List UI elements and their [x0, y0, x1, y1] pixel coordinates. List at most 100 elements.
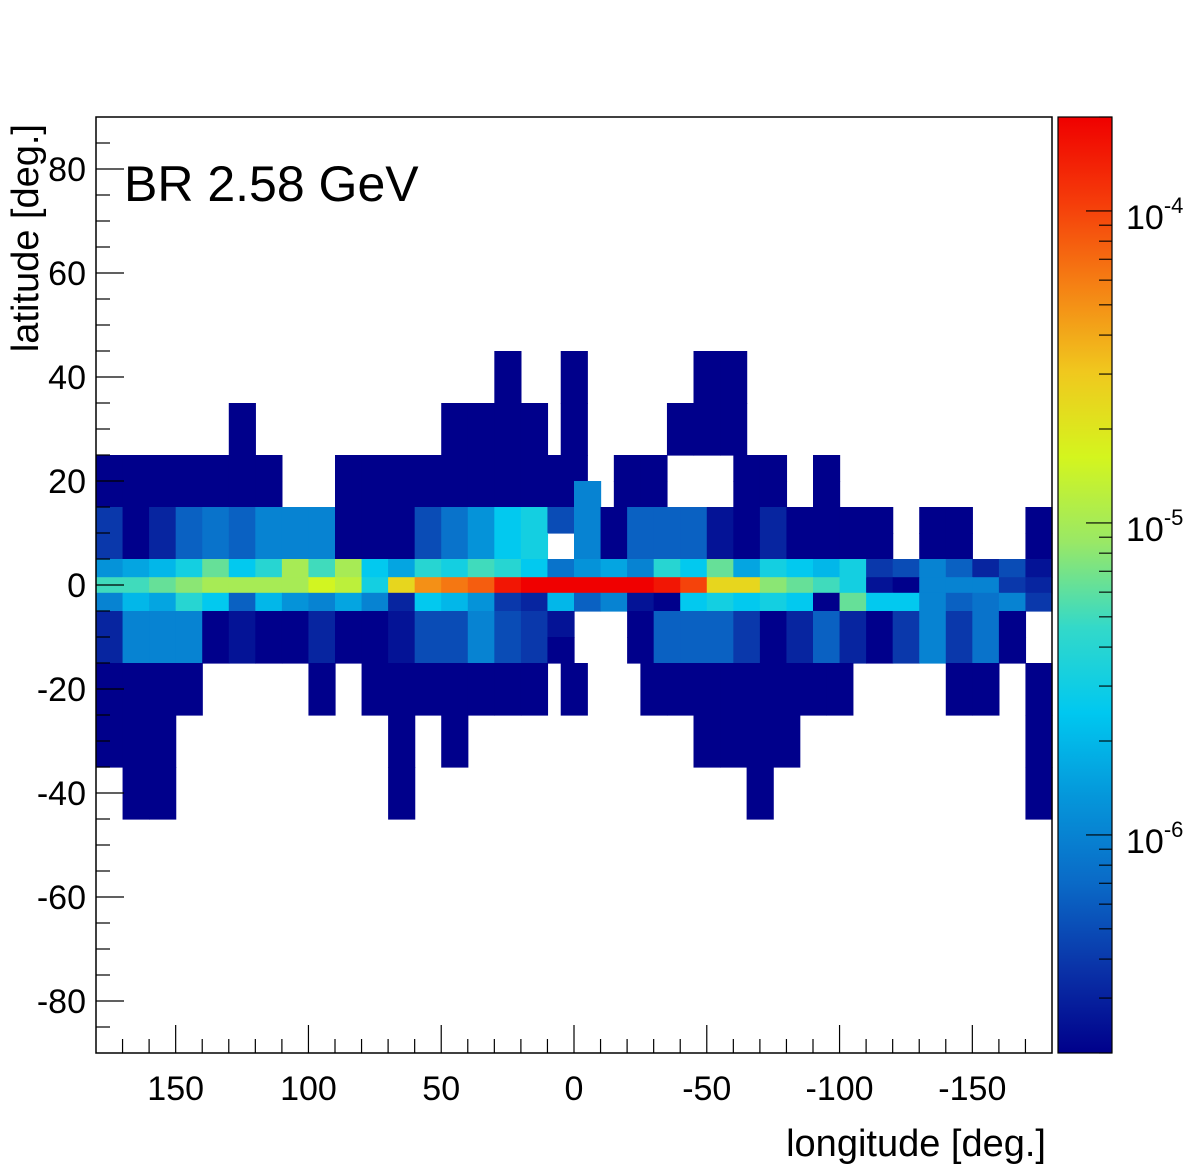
heatmap-cell — [574, 592, 602, 612]
axes: 150 100 50 0 -50 -100 -150 80 60 40 20 0 -20 -40 -60 -8… — [37, 142, 1027, 1108]
heatmap-cell — [945, 577, 973, 594]
heatmap-cell — [759, 592, 788, 612]
heatmap-cell — [335, 455, 363, 482]
heatmap-cell — [1025, 767, 1053, 820]
heatmap-cell — [175, 455, 203, 482]
heatmap-cell — [228, 592, 256, 612]
heatmap-cell — [733, 533, 761, 560]
heatmap-cell — [680, 637, 708, 664]
heatmap-cell — [733, 481, 761, 508]
heatmap-cell — [388, 663, 416, 716]
heatmap-cell — [945, 592, 973, 612]
heatmap-cell — [149, 767, 177, 820]
heatmap-cell — [335, 481, 363, 508]
heatmap-cell — [441, 481, 469, 508]
heatmap-cell — [972, 559, 1000, 578]
heatmap-cell — [998, 611, 1027, 638]
heatmap-cell — [613, 455, 641, 482]
x-tick-label: 0 — [565, 1070, 584, 1108]
heatmap-cell — [680, 611, 708, 638]
heatmap-cell — [414, 637, 442, 664]
heatmap-cell — [122, 455, 150, 482]
heatmap-cell — [228, 455, 256, 482]
heatmap-cell — [706, 637, 734, 664]
heatmap-cell — [706, 611, 734, 638]
heatmap-cell — [149, 507, 177, 534]
heatmap-cell — [414, 533, 442, 560]
heatmap-cell — [866, 559, 894, 578]
heatmap-cell — [972, 577, 1000, 594]
y-axis-title: latitude [deg.] — [5, 124, 47, 352]
heatmap-cell — [228, 533, 256, 560]
heatmap-cell — [96, 455, 124, 482]
heatmap-cell — [202, 507, 230, 534]
heatmap-cell — [228, 637, 256, 664]
heatmap-cell — [1025, 715, 1053, 768]
heatmap-cell — [255, 481, 283, 508]
heatmap-cell — [520, 592, 549, 612]
heatmap-cell — [547, 577, 575, 594]
heatmap-cell — [308, 577, 336, 594]
heatmap-cell — [467, 592, 495, 612]
heatmap-cell — [706, 559, 734, 578]
heatmap-cell — [786, 559, 814, 578]
heatmap-cell — [361, 611, 389, 638]
heatmap-cell — [255, 559, 283, 578]
heatmap-cell — [786, 577, 814, 594]
heatmap-cell — [640, 481, 668, 508]
heatmap-cell — [866, 577, 894, 594]
heatmap-cell — [494, 533, 522, 560]
heatmap-cell — [255, 455, 283, 482]
heatmap-cell — [892, 637, 920, 664]
plot-title: BR 2.58 GeV — [124, 156, 419, 212]
colorbar-tick-label: 10-6 — [1126, 817, 1183, 861]
heatmap-cell — [786, 611, 814, 638]
heatmap-cell — [520, 559, 549, 578]
heatmap-cell — [866, 507, 894, 534]
heatmap-cell — [335, 637, 363, 664]
heatmap-cell — [494, 455, 522, 482]
heatmap-cell — [467, 533, 495, 560]
heatmap-cell — [627, 611, 655, 638]
heatmap-cell — [96, 533, 124, 560]
heatmap-cell — [720, 663, 748, 716]
heatmap-cell — [720, 715, 748, 768]
heatmap-cell — [388, 637, 416, 664]
heatmap-cell — [839, 577, 867, 594]
y-tick-label: -40 — [37, 775, 86, 813]
heatmap-cell — [520, 611, 549, 638]
heatmap-cell — [467, 637, 495, 664]
heatmap-cell — [813, 577, 841, 594]
heatmap-cell — [149, 577, 177, 594]
heatmap-cell — [149, 637, 177, 664]
heatmap-cell — [786, 637, 814, 664]
heatmap-cell — [467, 455, 495, 482]
heatmap-cell — [308, 533, 336, 560]
heatmap-cell — [467, 559, 495, 578]
heatmap-cell — [813, 637, 841, 664]
heatmap-cell — [600, 533, 628, 560]
heatmap-cell — [281, 637, 310, 664]
heatmap-cell — [919, 611, 947, 638]
heatmap-cell — [653, 507, 681, 534]
heatmap-cell — [388, 507, 416, 534]
heatmap-cell — [388, 533, 416, 560]
heatmap-cell — [388, 715, 416, 768]
y-tick-label: 40 — [48, 359, 86, 397]
x-tick-label: -50 — [682, 1070, 731, 1108]
heatmap-cell — [627, 577, 655, 594]
heatmap-cell — [202, 559, 230, 578]
heatmap-cell — [228, 403, 256, 456]
heatmap-cell — [494, 577, 522, 594]
heatmap-cell — [149, 715, 177, 768]
heatmap-cell — [998, 637, 1027, 664]
heatmap-cell — [866, 637, 894, 664]
heatmap-cell — [547, 592, 575, 612]
heatmap-cell — [361, 507, 389, 534]
heatmap-cell — [441, 715, 469, 768]
y-tick-label: -80 — [37, 983, 86, 1021]
heatmap-cell — [733, 592, 761, 612]
heatmap-cell — [799, 663, 827, 716]
heatmap-cell — [813, 559, 841, 578]
